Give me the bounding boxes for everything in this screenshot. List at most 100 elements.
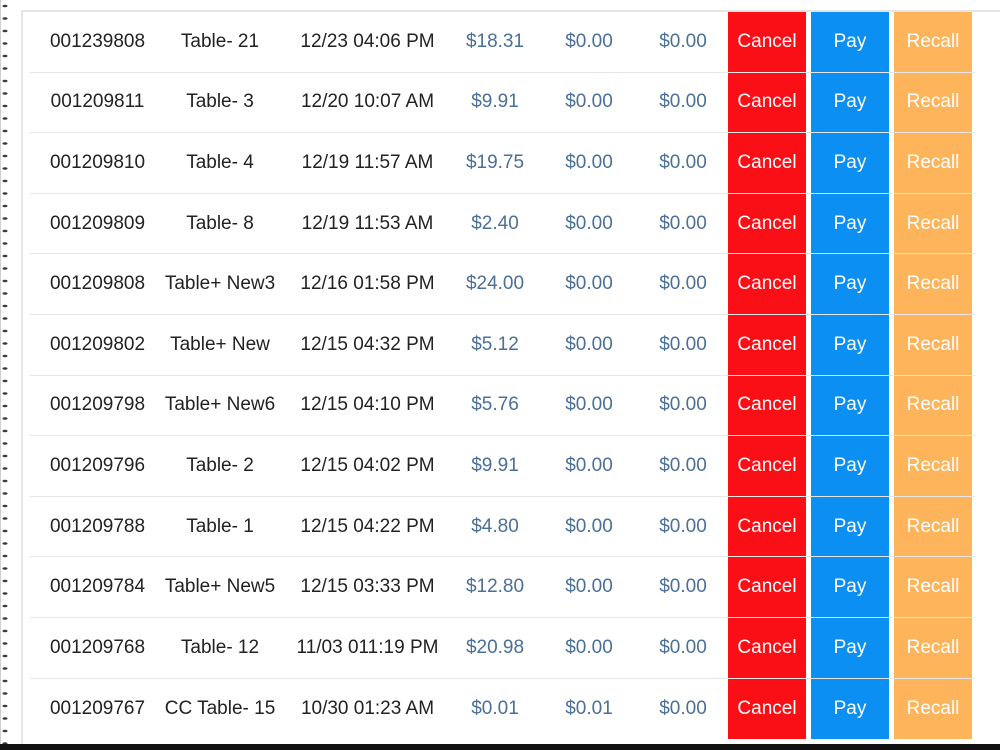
pay-button[interactable]: Pay: [811, 436, 889, 496]
cancel-button[interactable]: Cancel: [728, 12, 806, 72]
order-row[interactable]: 001209768 Table- 12 11/03 011:19 PM $20.98 $…: [30, 617, 975, 679]
recall-button[interactable]: Recall: [894, 254, 972, 314]
order-amount: $12.80: [465, 576, 525, 598]
recall-button[interactable]: Recall: [894, 314, 972, 375]
paid-amount: $0.00: [565, 576, 613, 598]
order-id: 001209767: [49, 697, 146, 719]
recall-button[interactable]: Recall: [894, 617, 972, 678]
cancel-button[interactable]: Cancel: [728, 557, 806, 617]
cancel-button[interactable]: Cancel: [728, 72, 806, 133]
due-amount: $0.00: [659, 515, 707, 537]
due-amount: $0.00: [659, 454, 707, 476]
cancel-button[interactable]: Cancel: [728, 496, 806, 557]
table-name: Table+ New6: [164, 394, 276, 416]
order-id: 001209768: [49, 636, 146, 658]
spacer: [718, 254, 728, 314]
recall-button[interactable]: Recall: [894, 557, 972, 617]
pay-button[interactable]: Pay: [811, 617, 889, 678]
order-amount: $5.12: [471, 333, 519, 355]
order-row[interactable]: 001209810 Table- 4 12/19 11:57 AM $19.75 $0.…: [30, 133, 975, 194]
spacer: [718, 618, 728, 678]
table-name: Table- 3: [186, 91, 254, 113]
pay-button[interactable]: Pay: [811, 678, 889, 740]
table-name: CC Table- 15: [164, 697, 276, 719]
pay-button[interactable]: Pay: [811, 557, 889, 617]
cancel-button[interactable]: Cancel: [728, 133, 806, 193]
pay-button[interactable]: Pay: [811, 193, 889, 254]
bottom-edge-bar: [0, 744, 1000, 750]
order-row[interactable]: 001209788 Table- 1 12/15 04:22 PM $4.80 $0.0…: [30, 496, 975, 558]
paid-amount: $0.00: [565, 212, 613, 234]
pay-button[interactable]: Pay: [811, 12, 889, 72]
order-row[interactable]: 001209808 Table+ New3 12/16 01:58 PM $24.00…: [30, 254, 975, 315]
due-amount: $0.00: [659, 697, 707, 719]
table-name: Table+ New5: [164, 576, 276, 598]
order-time: 12/15 03:33 PM: [300, 576, 435, 598]
order-amount: $2.40: [471, 212, 519, 234]
order-row[interactable]: 001239808 Table- 21 12/23 04:06 PM $18.31 $0…: [30, 12, 975, 73]
cancel-button[interactable]: Cancel: [728, 678, 806, 740]
order-id: 001239808: [49, 30, 146, 52]
recall-button[interactable]: Recall: [894, 375, 972, 436]
table-name: Table- 12: [180, 636, 260, 658]
cancel-button[interactable]: Cancel: [728, 436, 806, 496]
order-row[interactable]: 001209796 Table- 2 12/15 04:02 PM $9.91 $0.0…: [30, 436, 975, 497]
recall-button[interactable]: Recall: [894, 72, 972, 133]
cancel-button[interactable]: Cancel: [728, 254, 806, 314]
order-row[interactable]: 001209802 Table+ New 12/15 04:32 PM $5.12 $0…: [30, 314, 975, 376]
order-time: 12/15 04:22 PM: [300, 515, 435, 537]
due-amount: $0.00: [659, 30, 707, 52]
cancel-button[interactable]: Cancel: [728, 314, 806, 375]
table-name: Table+ New: [170, 333, 270, 355]
order-row[interactable]: 001209767 CC Table- 15 10/30 01:23 AM $0.01…: [30, 678, 975, 740]
pay-button[interactable]: Pay: [811, 496, 889, 557]
pay-button[interactable]: Pay: [811, 254, 889, 314]
order-amount: $4.80: [471, 515, 519, 537]
paid-amount: $0.00: [565, 515, 613, 537]
paid-amount: $0.00: [565, 454, 613, 476]
due-amount: $0.00: [659, 151, 707, 173]
spacer: [718, 557, 728, 617]
order-time: 11/03 011:19 PM: [296, 636, 439, 658]
order-time: 12/19 11:53 AM: [301, 212, 434, 234]
spacer: [718, 133, 728, 193]
cancel-button[interactable]: Cancel: [728, 193, 806, 254]
table-name: Table- 2: [186, 454, 254, 476]
pay-button[interactable]: Pay: [811, 314, 889, 375]
recall-button[interactable]: Recall: [894, 436, 972, 496]
order-row[interactable]: 001209784 Table+ New5 12/15 03:33 PM $12.80…: [30, 557, 975, 618]
pay-button[interactable]: Pay: [811, 133, 889, 193]
table-name: Table- 8: [186, 212, 254, 234]
order-amount: $5.76: [471, 394, 519, 416]
recall-button[interactable]: Recall: [894, 133, 972, 193]
paid-amount: $0.00: [565, 273, 613, 295]
order-id: 001209810: [49, 151, 146, 173]
order-amount: $19.75: [465, 151, 525, 173]
recall-button[interactable]: Recall: [894, 12, 972, 72]
order-id: 001209809: [49, 212, 146, 234]
spacer: [718, 679, 728, 740]
order-row[interactable]: 001209809 Table- 8 12/19 11:53 AM $2.40 $0.0…: [30, 193, 975, 255]
pay-button[interactable]: Pay: [811, 375, 889, 436]
order-amount: $9.91: [471, 454, 519, 476]
spacer: [718, 73, 728, 133]
cancel-button[interactable]: Cancel: [728, 617, 806, 678]
table-name: Table- 1: [186, 515, 254, 537]
recall-button[interactable]: Recall: [894, 193, 972, 254]
order-amount: $0.01: [471, 697, 519, 719]
order-time: 12/23 04:06 PM: [300, 30, 435, 52]
order-id: 001209798: [49, 394, 146, 416]
spacer: [718, 12, 728, 72]
pay-button[interactable]: Pay: [811, 72, 889, 133]
order-row[interactable]: 001209798 Table+ New6 12/15 04:10 PM $5.76 $…: [30, 375, 975, 437]
spacer: [718, 497, 728, 557]
table-name: Table- 4: [186, 151, 254, 173]
recall-button[interactable]: Recall: [894, 496, 972, 557]
cancel-button[interactable]: Cancel: [728, 375, 806, 436]
order-id: 001209811: [50, 91, 145, 113]
recall-button[interactable]: Recall: [894, 678, 972, 740]
order-amount: $9.91: [471, 91, 519, 113]
order-row[interactable]: 001209811 Table- 3 12/20 10:07 AM $9.91 $0.0…: [30, 72, 975, 134]
order-time: 12/20 10:07 AM: [300, 91, 435, 113]
